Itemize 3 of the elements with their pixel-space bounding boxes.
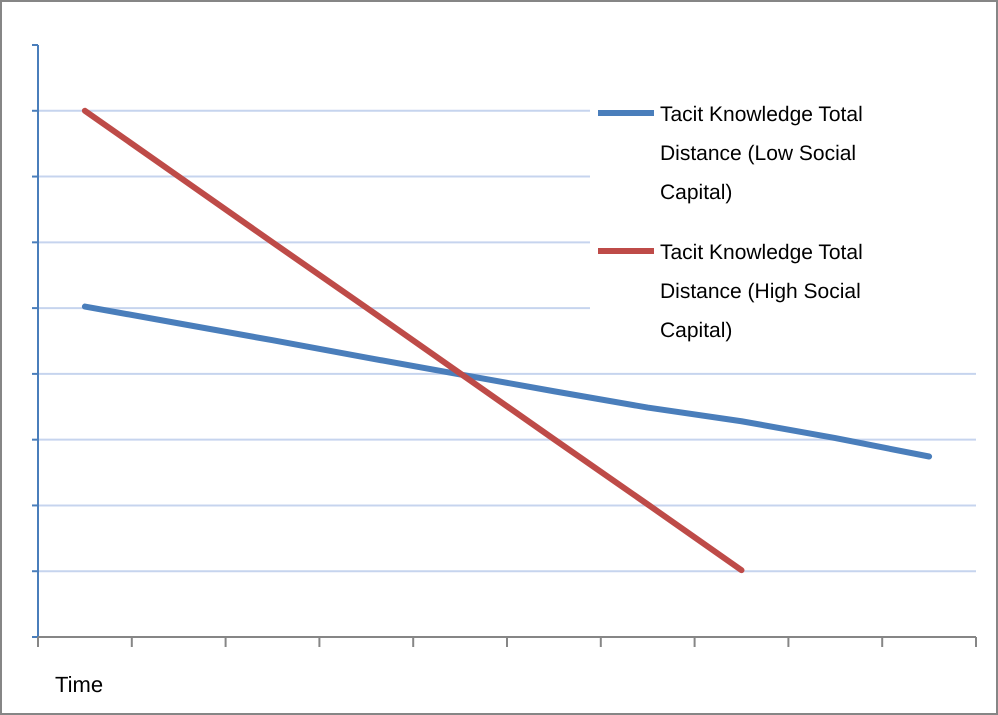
- legend-label: Tacit Knowledge Total Distance (Low Social Capital): [660, 103, 863, 204]
- x-axis-title: Time: [55, 672, 104, 697]
- legend-label: Tacit Knowledge Total Distance (High Social Capital): [660, 241, 863, 342]
